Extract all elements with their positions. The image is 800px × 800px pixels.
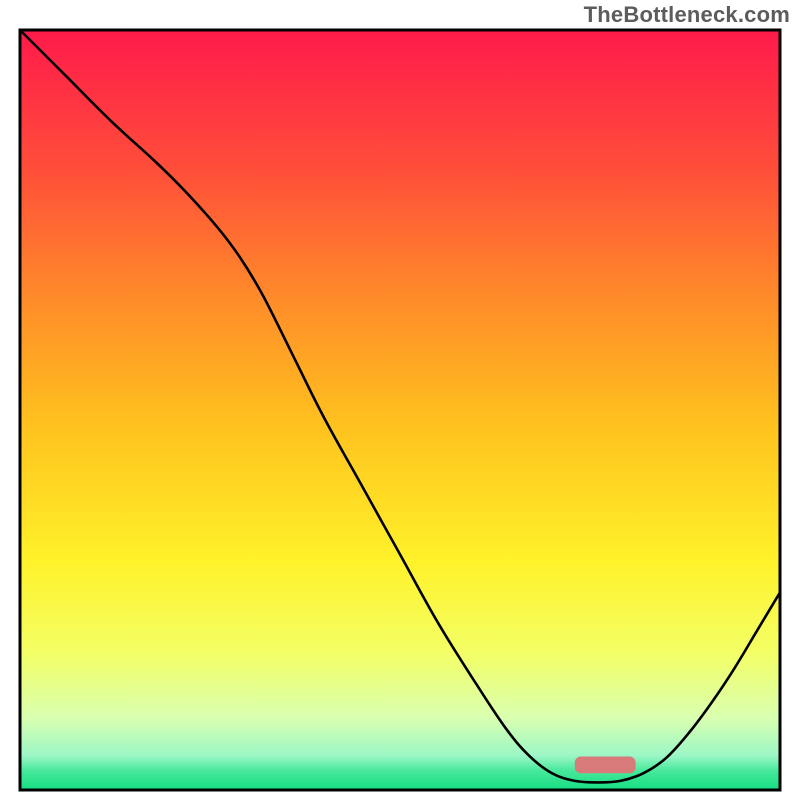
- chart-svg: [0, 0, 800, 800]
- watermark-text: TheBottleneck.com: [584, 2, 790, 28]
- optimum-marker: [575, 757, 636, 774]
- chart-root: TheBottleneck.com: [0, 0, 800, 800]
- plot-background: [20, 30, 780, 790]
